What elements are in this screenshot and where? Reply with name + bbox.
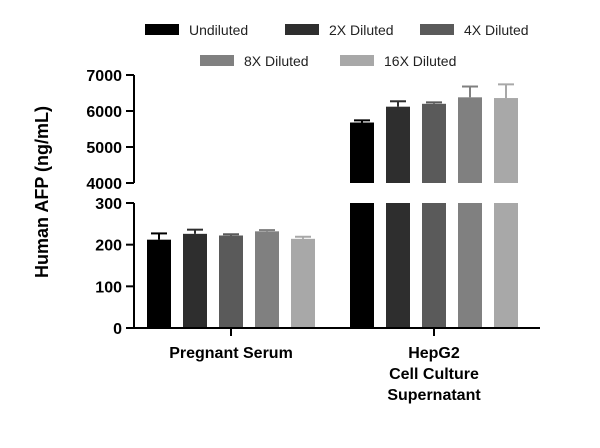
bar-8x-diluted-cat1	[255, 231, 279, 328]
bar-upper-8x-diluted-cat2	[458, 97, 482, 183]
bar-lower-16x-diluted-cat2	[494, 203, 518, 328]
legend-label-8x-diluted: 8X Diluted	[244, 53, 309, 69]
axes: 0 100 200 300 4000 5000 6000 7000 Pregnant Serum…	[86, 68, 540, 404]
bar-upper-undiluted-cat2	[350, 122, 374, 183]
category-label-supernatant: Supernatant	[387, 387, 481, 404]
legend-label-16x-diluted: 16X Diluted	[384, 53, 456, 69]
legend-swatch-8x-diluted	[200, 55, 234, 66]
y-axis-label: Human AFP (ng/mL)	[32, 106, 52, 278]
bar-lower-undiluted-cat2	[350, 203, 374, 328]
y-tick-label-5000: 5000	[86, 140, 122, 157]
y-tick-label-7000: 7000	[86, 68, 122, 85]
bar-upper-16x-diluted-cat2	[494, 98, 518, 183]
bar-undiluted-cat1	[147, 239, 171, 328]
y-tick-label-300: 300	[95, 196, 122, 213]
legend-swatch-4x-diluted	[420, 24, 454, 35]
y-tick-label-100: 100	[95, 279, 122, 296]
bar-lower-4x-diluted-cat2	[422, 203, 446, 328]
y-tick-label-200: 200	[95, 238, 122, 255]
bar-lower-2x-diluted-cat2	[386, 203, 410, 328]
bar-16x-diluted-cat1	[291, 238, 315, 328]
legend-swatch-undiluted	[145, 24, 179, 35]
legend-swatch-16x-diluted	[340, 55, 374, 66]
legend-swatch-2x-diluted	[285, 24, 319, 35]
y-tick-label-4000: 4000	[86, 176, 122, 193]
legend-label-4x-diluted: 4X Diluted	[464, 22, 529, 38]
legend: Undiluted 2X Diluted 4X Diluted 8X Diluted 1…	[145, 22, 529, 69]
bar-2x-diluted-cat1	[183, 233, 207, 328]
category-label-cell-culture: Cell Culture	[389, 366, 479, 383]
bars	[147, 83, 518, 328]
bar-4x-diluted-cat1	[219, 235, 243, 328]
y-tick-label-0: 0	[113, 321, 122, 338]
legend-label-undiluted: Undiluted	[189, 22, 248, 38]
bar-upper-4x-diluted-cat2	[422, 103, 446, 183]
category-label-pregnant-serum: Pregnant Serum	[169, 345, 293, 362]
category-label-hepg2: HepG2	[408, 345, 460, 362]
bar-upper-2x-diluted-cat2	[386, 106, 410, 183]
y-tick-label-6000: 6000	[86, 104, 122, 121]
bar-lower-8x-diluted-cat2	[458, 203, 482, 328]
legend-label-2x-diluted: 2X Diluted	[329, 22, 394, 38]
